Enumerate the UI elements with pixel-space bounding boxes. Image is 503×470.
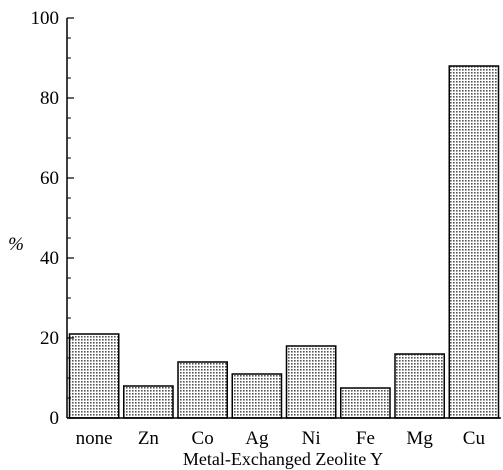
bar-cu [448,65,500,419]
bar-co [177,361,228,419]
y-axis-title: % [8,234,24,255]
y-tick-label: 100 [31,8,60,29]
y-ticks-group: 0 20 40 60 80 100 [31,8,74,429]
x-category-label: none [76,428,113,449]
bar-none [68,333,120,419]
x-category-label: Ag [245,428,269,449]
bar-fe [340,387,391,419]
x-category-label: Fe [356,428,375,449]
x-axis-title: Metal-Exchanged Zeolite Y [183,449,383,469]
bars-group [68,65,500,419]
bar-ni [285,345,337,419]
x-category-label: Cu [463,428,486,449]
x-category-label: Ni [302,428,321,449]
x-labels-group: none Zn Co Ag Ni Fe Mg Cu [76,428,486,449]
bar-zn [123,385,174,419]
y-tick-label: 60 [40,168,59,189]
y-tick-label: 80 [40,88,59,109]
x-category-label: Co [192,428,214,449]
x-category-label: Mg [406,428,433,449]
bar-ag [231,373,283,419]
y-tick-label: 40 [40,248,59,269]
bar-mg [394,353,445,419]
y-tick-label: 0 [50,408,60,429]
y-tick-label: 20 [40,328,59,349]
x-category-label: Zn [138,428,160,449]
